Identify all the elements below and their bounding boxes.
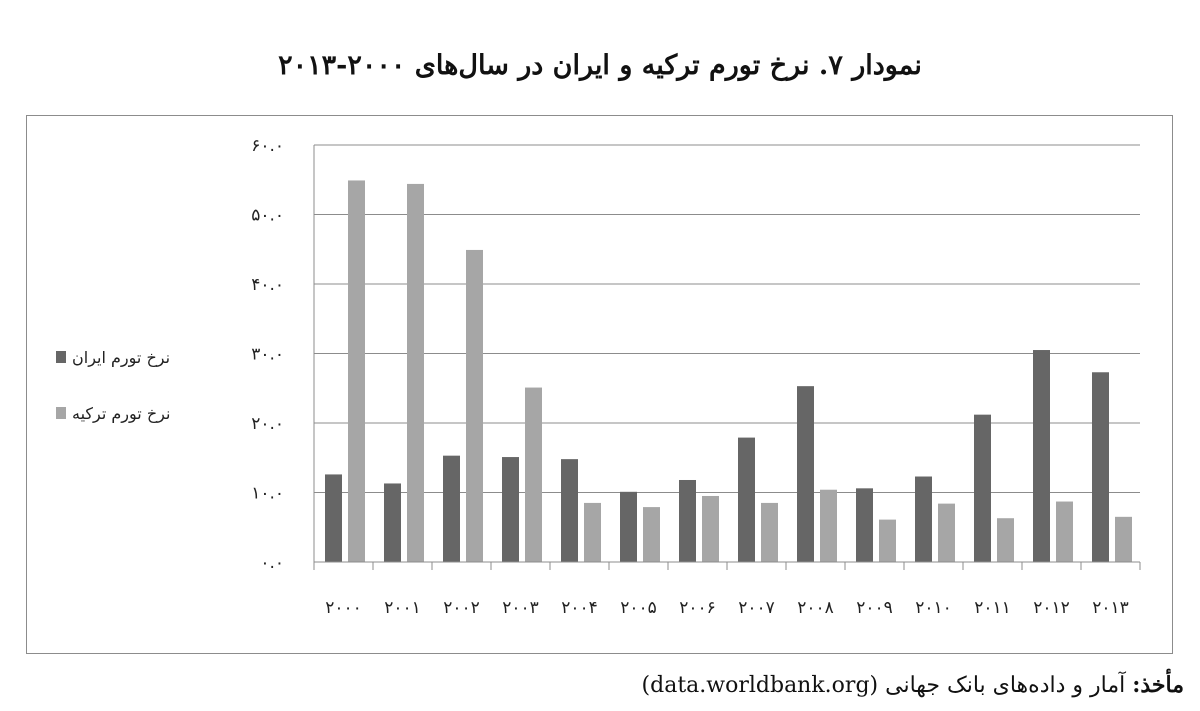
- source-note: مأخذ: آمار و داده‌های بانک جهانی (data.w…: [642, 672, 1184, 698]
- bar-iran: [561, 459, 578, 562]
- bar-turkey: [761, 502, 778, 562]
- bar-iran: [738, 437, 755, 562]
- x-tick-label: ۲۰۰۲: [443, 598, 480, 618]
- y-tick-label: ۵۰.۰: [251, 206, 284, 226]
- bar-turkey: [702, 495, 719, 562]
- bar-iran: [915, 476, 932, 562]
- bar-turkey: [938, 503, 955, 562]
- bar-turkey: [584, 502, 601, 562]
- bar-iran: [325, 474, 342, 562]
- bar-iran: [384, 483, 401, 562]
- x-tick-label: ۲۰۰۳: [502, 598, 539, 618]
- legend-label-turkey: نرخ تورم ترکیه: [72, 403, 171, 423]
- x-tick-label: ۲۰۰۰: [325, 598, 362, 618]
- bar-turkey: [997, 518, 1014, 562]
- bar-iran: [797, 386, 814, 562]
- chart-frame: [26, 115, 1173, 654]
- bar-iran: [1092, 372, 1109, 562]
- x-axis-ticks: ۲۰۰۰ ۲۰۰۱ ۲۰۰۲ ۲۰۰۳ ۲۰۰۴ ۲۰۰۵ ۲۰۰۶ ۲۰۰۷ ۲۰۰۸ ۲۰۰۹…: [325, 598, 1129, 618]
- bar-turkey: [1115, 516, 1132, 562]
- y-tick-label: ۲۰.۰: [251, 414, 284, 434]
- x-tick-label: ۲۰۱۰: [915, 598, 952, 618]
- bar-turkey: [879, 519, 896, 562]
- legend-item-turkey: نرخ تورم ترکیه: [56, 400, 226, 426]
- bar-turkey: [1056, 501, 1073, 562]
- source-text: آمار و داده‌های بانک جهانی (data.worldba…: [641, 673, 1126, 698]
- bar-iran: [856, 488, 873, 562]
- x-tick-label: ۲۰۰۸: [797, 598, 834, 618]
- chart-title: نمودار ۷. نرخ تورم ترکیه و ایران در سال‌…: [278, 50, 922, 81]
- x-tick-label: ۲۰۱۱: [974, 598, 1011, 618]
- grid-lines: [314, 144, 1140, 493]
- x-tick-label: ۲۰۰۴: [561, 598, 598, 618]
- x-tick-label: ۲۰۰۹: [856, 598, 893, 618]
- bar-iran: [443, 455, 460, 562]
- x-tick-label: ۲۰۱۳: [1092, 598, 1129, 618]
- legend: نرخ تورم ایران نرخ تورم ترکیه: [56, 344, 226, 456]
- bar-iran: [502, 457, 519, 562]
- x-tick-label: ۲۰۱۲: [1033, 598, 1070, 618]
- x-tick-label: ۲۰۰۱: [384, 598, 421, 618]
- legend-swatch-turkey: [56, 407, 66, 419]
- y-tick-label: ۰.۰: [260, 553, 284, 573]
- y-tick-label: ۴۰.۰: [251, 275, 284, 295]
- bar-turkey: [525, 387, 542, 562]
- y-tick-label: ۶۰.۰: [251, 136, 284, 156]
- source-label: مأخذ:: [1132, 672, 1184, 698]
- legend-label-iran: نرخ تورم ایران: [72, 347, 171, 367]
- bar-iran: [1033, 350, 1050, 562]
- y-tick-label: ۳۰.۰: [251, 345, 284, 365]
- bar-iran: [974, 414, 991, 562]
- bar-turkey: [820, 489, 837, 562]
- y-tick-label: ۱۰.۰: [251, 484, 284, 504]
- bar-iran: [620, 491, 637, 562]
- bars: [325, 180, 1132, 563]
- bar-turkey: [407, 183, 424, 563]
- x-tick-label: ۲۰۰۵: [620, 598, 657, 618]
- legend-swatch-iran: [56, 351, 66, 363]
- bar-turkey: [466, 249, 483, 562]
- x-tick-label: ۲۰۰۶: [679, 598, 716, 618]
- axes: [313, 145, 1141, 570]
- bar-turkey: [348, 180, 365, 562]
- legend-item-iran: نرخ تورم ایران: [56, 344, 226, 370]
- y-axis-ticks: ۰.۰ ۱۰.۰ ۲۰.۰ ۳۰.۰ ۴۰.۰ ۵۰.۰ ۶۰.۰: [251, 136, 284, 573]
- x-tick-label: ۲۰۰۷: [738, 598, 775, 618]
- bar-turkey: [643, 507, 660, 562]
- bar-iran: [679, 479, 696, 562]
